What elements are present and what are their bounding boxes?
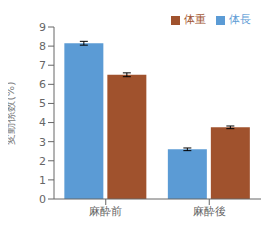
html-text:体重: 体重 (184, 13, 206, 26)
svg-text:1: 1 (39, 174, 46, 187)
svg-text:7: 7 (39, 59, 46, 72)
svg-text:8: 8 (39, 40, 46, 53)
svg-text:6: 6 (39, 78, 46, 91)
svg-text:5: 5 (39, 97, 46, 110)
svg-text:4: 4 (39, 116, 46, 129)
svg-text:麻酔前: 麻酔前 (89, 205, 122, 218)
svg-text:9: 9 (39, 21, 46, 34)
html-text:体長: 体長 (229, 13, 251, 26)
svg-text:2: 2 (39, 155, 46, 168)
svg-text:0: 0 (39, 193, 46, 206)
svg-text:変動係数(%): 変動係数(%) (8, 81, 17, 144)
svg-text:麻酔後: 麻酔後 (193, 205, 226, 218)
svg-text:3: 3 (39, 136, 46, 149)
